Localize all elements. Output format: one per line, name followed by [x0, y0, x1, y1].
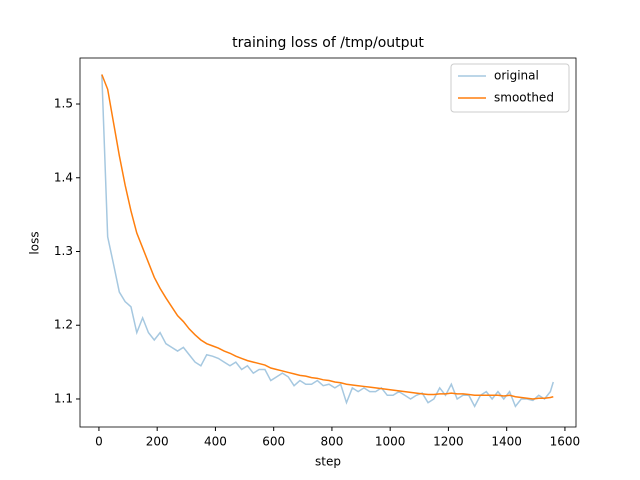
line-series [101, 74, 554, 400]
x-tick-label: 400 [204, 435, 227, 449]
x-tick-label: 1200 [433, 435, 464, 449]
x-tick-label: 1000 [375, 435, 406, 449]
x-tick-label: 600 [262, 435, 285, 449]
axes-frame [79, 57, 577, 428]
chart-title: training loss of /tmp/output [232, 35, 424, 51]
legend-label: original [494, 69, 539, 83]
y-tick-label: 1.2 [54, 318, 73, 332]
y-axis-label: loss [28, 231, 42, 254]
y-tick-label: 1.1 [54, 391, 73, 405]
x-tick-label: 200 [146, 435, 169, 449]
legend-label: smoothed [494, 91, 554, 105]
y-tick-label: 1.5 [54, 97, 73, 111]
line-series [101, 74, 554, 408]
x-tick-label: 1600 [550, 435, 581, 449]
x-tick-label: 0 [95, 435, 103, 449]
x-tick-label: 1400 [491, 435, 522, 449]
y-tick-label: 1.4 [54, 170, 73, 184]
x-axis-label: step [315, 455, 341, 469]
x-tick-label: 800 [320, 435, 343, 449]
y-tick-label: 1.3 [54, 244, 73, 258]
